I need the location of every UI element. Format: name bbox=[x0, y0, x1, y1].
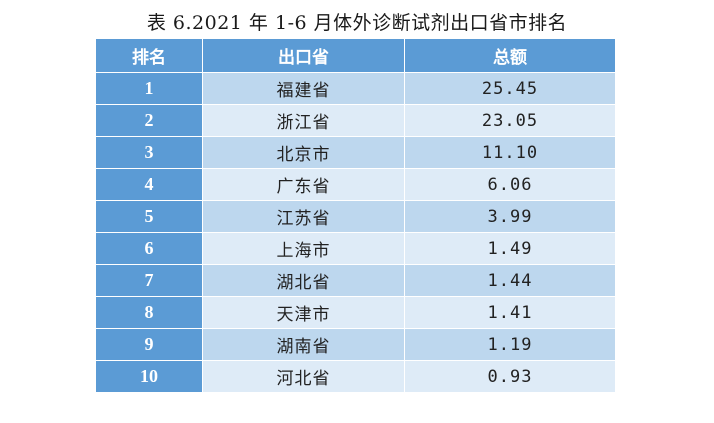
total-cell: 23.05 bbox=[404, 104, 616, 137]
table-row: 6 上海市 1.49 bbox=[95, 232, 616, 265]
province-cell: 北京市 bbox=[202, 136, 405, 169]
table-row: 1 福建省 25.45 bbox=[95, 72, 616, 105]
table-row: 2 浙江省 23.05 bbox=[95, 104, 616, 137]
header-province: 出口省 bbox=[202, 38, 405, 73]
export-ranking-table: 排名 出口省 总额 1 福建省 25.45 2 浙江省 23.05 3 北京市 … bbox=[95, 38, 616, 393]
province-cell: 福建省 bbox=[202, 72, 405, 105]
total-cell: 1.19 bbox=[404, 328, 616, 361]
table-row: 10 河北省 0.93 bbox=[95, 360, 616, 393]
total-cell: 1.41 bbox=[404, 296, 616, 329]
total-cell: 25.45 bbox=[404, 72, 616, 105]
total-cell: 0.93 bbox=[404, 360, 616, 393]
total-cell: 1.49 bbox=[404, 232, 616, 265]
rank-cell: 8 bbox=[95, 296, 203, 329]
total-cell: 6.06 bbox=[404, 168, 616, 201]
province-cell: 上海市 bbox=[202, 232, 405, 265]
table-row: 3 北京市 11.10 bbox=[95, 136, 616, 169]
total-cell: 1.44 bbox=[404, 264, 616, 297]
province-cell: 浙江省 bbox=[202, 104, 405, 137]
table-row: 4 广东省 6.06 bbox=[95, 168, 616, 201]
rank-cell: 6 bbox=[95, 232, 203, 265]
total-cell: 11.10 bbox=[404, 136, 616, 169]
table-row: 5 江苏省 3.99 bbox=[95, 200, 616, 233]
province-cell: 广东省 bbox=[202, 168, 405, 201]
total-cell: 3.99 bbox=[404, 200, 616, 233]
table-header-row: 排名 出口省 总额 bbox=[95, 38, 616, 73]
rank-cell: 5 bbox=[95, 200, 203, 233]
table-row: 8 天津市 1.41 bbox=[95, 296, 616, 329]
rank-cell: 1 bbox=[95, 72, 203, 105]
header-rank: 排名 bbox=[95, 38, 203, 73]
rank-cell: 2 bbox=[95, 104, 203, 137]
province-cell: 天津市 bbox=[202, 296, 405, 329]
rank-cell: 9 bbox=[95, 328, 203, 361]
rank-cell: 10 bbox=[95, 360, 203, 393]
table-title: 表 6.2021 年 1-6 月体外诊断试剂出口省市排名 bbox=[146, 12, 568, 34]
province-cell: 湖南省 bbox=[202, 328, 405, 361]
rank-cell: 4 bbox=[95, 168, 203, 201]
table-row: 7 湖北省 1.44 bbox=[95, 264, 616, 297]
province-cell: 江苏省 bbox=[202, 200, 405, 233]
province-cell: 湖北省 bbox=[202, 264, 405, 297]
rank-cell: 3 bbox=[95, 136, 203, 169]
header-total: 总额 bbox=[404, 38, 616, 73]
province-cell: 河北省 bbox=[202, 360, 405, 393]
rank-cell: 7 bbox=[95, 264, 203, 297]
table-row: 9 湖南省 1.19 bbox=[95, 328, 616, 361]
